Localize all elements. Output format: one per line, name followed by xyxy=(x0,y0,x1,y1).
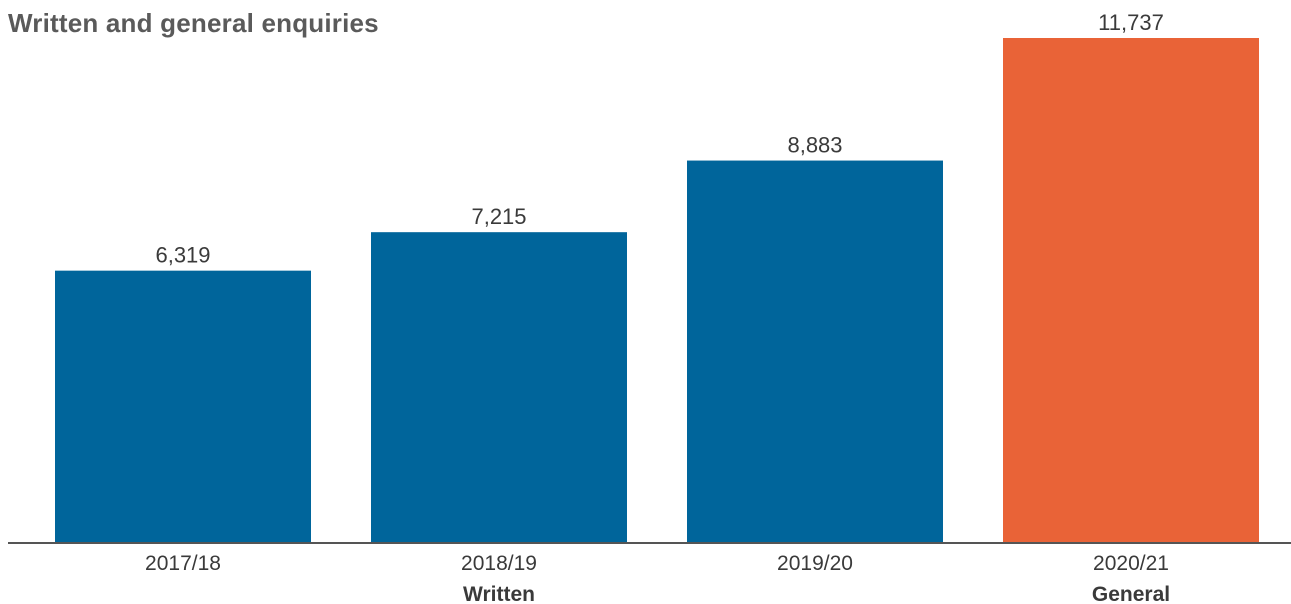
bar-2018-19 xyxy=(371,232,627,542)
group-label-general: General xyxy=(1092,583,1170,604)
value-label: 8,883 xyxy=(787,133,842,158)
value-label: 6,319 xyxy=(155,243,210,268)
chart-title: Written and general enquiries xyxy=(8,8,379,38)
x-tick-label: 2019/20 xyxy=(777,552,853,575)
x-tick-label: 2017/18 xyxy=(145,552,221,575)
bar-2020-21 xyxy=(1003,38,1259,542)
x-tick-label: 2020/21 xyxy=(1093,552,1169,575)
value-label: 11,737 xyxy=(1098,10,1164,35)
bar-2019-20 xyxy=(687,160,943,543)
group-label-written: Written xyxy=(463,583,535,604)
value-label: 7,215 xyxy=(471,204,526,229)
x-tick-label: 2018/19 xyxy=(461,552,537,575)
bar-2017-18 xyxy=(55,270,311,542)
